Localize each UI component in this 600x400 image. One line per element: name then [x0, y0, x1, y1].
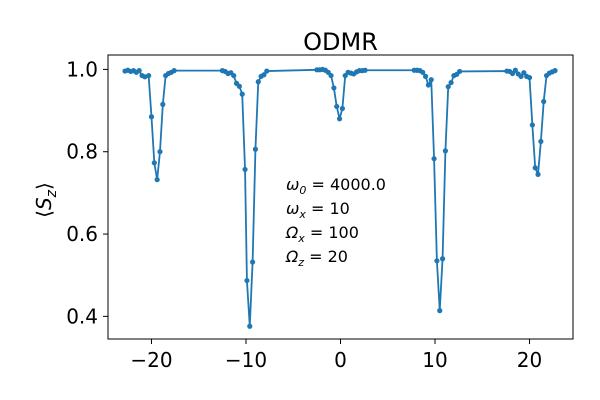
x-tick-label: −20: [130, 348, 172, 372]
data-point: [552, 68, 558, 74]
parameter-line: Ωx = 100: [285, 223, 359, 245]
data-point: [445, 84, 451, 90]
data-point: [236, 83, 242, 89]
data-point: [538, 138, 544, 145]
data-point: [541, 98, 547, 105]
data-point: [448, 79, 454, 86]
data-point: [434, 258, 440, 264]
data-point: [336, 116, 343, 122]
data-point: [422, 73, 429, 79]
data-point: [334, 103, 340, 110]
data-point: [331, 85, 337, 91]
data-point: [239, 91, 245, 97]
data-point: [362, 67, 368, 73]
x-tick-label: −10: [225, 348, 267, 372]
data-point: [339, 105, 345, 112]
data-point: [518, 73, 524, 79]
parameter-line: ω0 = 4000.0: [286, 175, 386, 197]
plot-frame: [107, 54, 574, 340]
data-point: [425, 82, 431, 88]
data-point: [250, 259, 256, 265]
data-point: [442, 148, 449, 154]
y-axis-label: ⟨Sz⟩: [32, 182, 60, 218]
data-point: [456, 68, 463, 75]
data-point: [328, 72, 334, 79]
data-point: [437, 308, 443, 314]
data-point: [252, 146, 259, 152]
data-point: [439, 256, 446, 262]
data-point: [247, 323, 253, 329]
data-point: [171, 68, 177, 74]
data-point: [231, 72, 237, 79]
data-point: [428, 77, 434, 83]
x-tick-label: 20: [517, 348, 542, 372]
parameter-line: ωx = 10: [286, 199, 350, 221]
data-point: [146, 72, 152, 79]
data-point: [148, 114, 155, 120]
chart-title: ODMR: [303, 28, 378, 56]
data-point: [255, 79, 261, 85]
data-point: [151, 160, 157, 166]
data-point: [264, 68, 270, 74]
data-point: [244, 277, 250, 284]
svg-text:⟨Sz⟩: ⟨Sz⟩: [32, 182, 60, 218]
data-point: [157, 149, 163, 155]
y-tick-label: 0.8: [66, 140, 98, 164]
data-point: [532, 165, 538, 171]
y-tick-label: 0.6: [66, 222, 98, 246]
data-point: [529, 122, 535, 128]
data-point: [261, 72, 267, 78]
x-tick-label: 10: [422, 348, 447, 372]
data-point: [526, 75, 533, 81]
data-point: [521, 70, 527, 76]
data-point: [242, 166, 248, 173]
data-point: [154, 177, 160, 183]
parameter-line: Ωz = 20: [285, 247, 348, 269]
y-tick-label: 0.4: [66, 304, 98, 328]
y-tick-label: 1.0: [66, 57, 98, 81]
data-point: [136, 68, 142, 74]
data-point: [431, 156, 437, 162]
data-point: [420, 69, 426, 75]
x-tick-label: 0: [334, 348, 347, 372]
data-point: [160, 101, 166, 107]
data-point: [512, 67, 518, 73]
data-point: [535, 171, 541, 177]
